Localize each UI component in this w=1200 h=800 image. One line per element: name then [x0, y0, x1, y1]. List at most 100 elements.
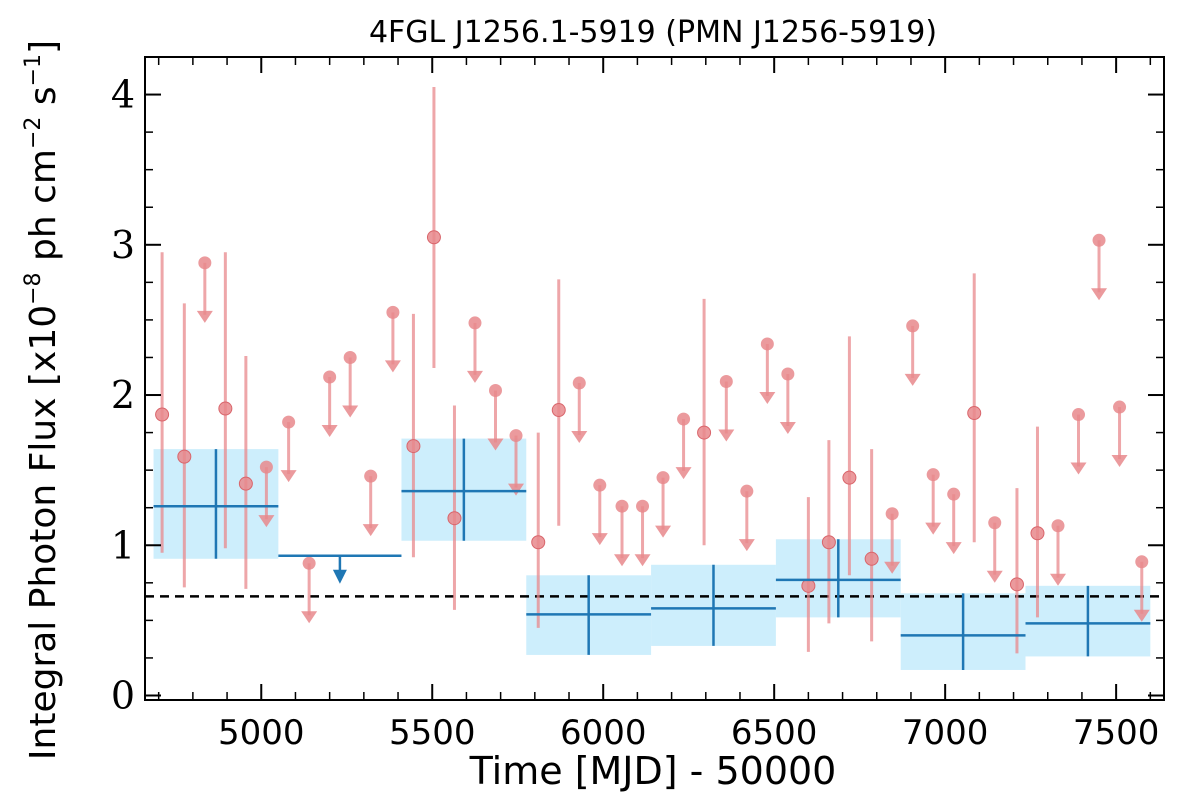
- short-bin-ul-arrow-10: [508, 483, 525, 496]
- short-bin-ul-cap-30: [1135, 555, 1149, 569]
- short-bin-ul-cap-19: [760, 337, 774, 351]
- y-label-exp2: −2: [21, 117, 46, 149]
- long-bin-ul-arrow-0: [332, 569, 347, 584]
- short-bin-ul-arrow-26: [1049, 573, 1066, 586]
- short-bin-point-6: [447, 511, 462, 526]
- x-tick-label-3: 6500: [731, 713, 818, 753]
- y-tick-label-0: 0: [111, 673, 135, 717]
- short-bin-ul-cap-22: [906, 319, 920, 333]
- short-bin-ul-cap-29: [1113, 400, 1127, 414]
- short-bin-ul-cap-21: [885, 507, 899, 521]
- short-bin-ul-cap-27: [1072, 408, 1086, 422]
- short-bin-point-10: [801, 578, 816, 593]
- short-bin-ul-arrow-21: [884, 561, 901, 574]
- short-bin-ul-cap-1: [259, 460, 273, 474]
- short-bin-ul-cap-18: [740, 484, 754, 498]
- short-bin-ul-cap-14: [636, 499, 650, 513]
- short-bin-ul-arrow-16: [675, 467, 692, 480]
- short-bin-ul-arrow-25: [986, 570, 1003, 583]
- short-bin-ul-cap-20: [781, 367, 795, 381]
- short-bin-ul-arrow-5: [342, 405, 359, 418]
- short-bin-point-15: [1009, 577, 1024, 592]
- chart-title: 4FGL J1256.1-5919 (PMN J1256-5919): [369, 15, 937, 50]
- x-tick-label-5: 7500: [1073, 713, 1160, 753]
- short-bin-ul-cap-17: [719, 375, 733, 389]
- short-bin-ul-cap-12: [593, 478, 607, 492]
- short-bin-ul-cap-2: [282, 415, 296, 429]
- short-bin-ul-arrow-0: [196, 310, 213, 323]
- x-tick-label-2: 6000: [560, 713, 647, 753]
- y-tick-label-2: 2: [111, 373, 135, 417]
- short-bin-ul-cap-11: [572, 376, 586, 390]
- short-bin-ul-cap-0: [198, 256, 212, 270]
- y-label-prefix: Integral Photon Flux [x10: [23, 305, 64, 760]
- short-bin-point-12: [842, 470, 857, 485]
- short-bin-ul-arrow-15: [655, 525, 672, 538]
- short-bin-ul-arrow-8: [466, 370, 483, 383]
- short-bin-ul-cap-3: [302, 556, 316, 570]
- short-bin-ul-cap-15: [656, 471, 670, 485]
- short-bin-ul-arrow-14: [634, 554, 651, 567]
- short-bin-ul-cap-13: [615, 499, 629, 513]
- short-bin-ul-cap-23: [926, 468, 940, 482]
- short-bin-point-0: [155, 407, 170, 422]
- short-bin-ul-cap-8: [468, 316, 482, 330]
- short-bin-ul-arrow-28: [1091, 288, 1108, 301]
- short-bin-ul-arrow-2: [280, 470, 297, 483]
- short-bin-ul-cap-16: [677, 412, 691, 426]
- y-axis-label: Integral Photon Flux [x10−8 ph cm−2 s−1]: [21, 40, 64, 760]
- short-bin-ul-cap-6: [364, 469, 378, 483]
- short-bin-ul-cap-4: [323, 370, 337, 384]
- short-bin-point-11: [821, 535, 836, 550]
- y-label-exp1: −8: [21, 272, 46, 304]
- x-axis-label: Time [MJD] - 50000: [469, 749, 837, 793]
- short-bin-ul-cap-26: [1051, 519, 1065, 533]
- y-label-exp3: −1: [21, 54, 46, 86]
- short-bin-point-3: [238, 476, 253, 491]
- short-bin-ul-arrow-1: [258, 515, 275, 528]
- short-bin-ul-cap-10: [509, 429, 523, 443]
- short-bin-ul-arrow-24: [945, 542, 962, 555]
- plot-frame: [144, 56, 1165, 701]
- short-bin-ul-arrow-22: [904, 373, 921, 386]
- y-label-mid2: s: [23, 86, 64, 116]
- long-bin-points: [153, 438, 1151, 670]
- short-bin-ul-cap-28: [1092, 233, 1106, 247]
- short-bin-ul-arrow-4: [321, 424, 338, 437]
- short-bin-ul-cap-5: [343, 350, 357, 364]
- short-bin-point-7: [531, 535, 546, 550]
- short-bin-ul-arrow-12: [591, 533, 608, 546]
- short-bin-point-4: [406, 439, 421, 454]
- short-bin-ul-arrow-13: [614, 554, 631, 567]
- short-bin-point-16: [1030, 526, 1045, 541]
- x-tick-label-0: 5000: [218, 713, 305, 753]
- short-bin-point-14: [967, 406, 982, 421]
- short-bin-ul-arrow-7: [384, 360, 401, 373]
- x-tick-label-1: 5500: [389, 713, 476, 753]
- short-bin-ul-arrow-20: [779, 421, 796, 434]
- x-tick-label-4: 7000: [902, 713, 989, 753]
- short-bin-point-13: [864, 551, 879, 566]
- short-bin-ul-arrow-27: [1070, 462, 1087, 475]
- short-bin-point-2: [218, 401, 233, 416]
- short-bin-ul-arrow-23: [925, 522, 942, 535]
- short-bin-ul-arrow-19: [759, 391, 776, 404]
- y-label-mid1: ph cm: [23, 149, 64, 272]
- short-bin-ul-arrow-6: [362, 524, 379, 537]
- plot-axes: 5000 5500 6000 6500 7000 7500 0 1 2 3 4: [111, 56, 1165, 753]
- short-bin-ul-arrow-9: [487, 438, 504, 451]
- short-bin-ul-cap-25: [988, 516, 1002, 530]
- short-bin-ul-cap-7: [386, 305, 400, 319]
- short-bin-ul-arrow-17: [718, 429, 735, 442]
- short-bin-ul-cap-9: [488, 384, 502, 398]
- y-tick-label-4: 4: [111, 73, 135, 117]
- short-bin-point-8: [551, 403, 566, 418]
- y-tick-label-1: 1: [111, 523, 135, 567]
- short-bin-ul-arrow-3: [301, 611, 318, 624]
- short-bin-ul-cap-24: [947, 487, 961, 501]
- short-bin-points: [155, 87, 1150, 654]
- short-bin-point-9: [697, 425, 712, 440]
- short-bin-ul-arrow-29: [1111, 455, 1128, 468]
- short-bin-point-1: [177, 449, 192, 464]
